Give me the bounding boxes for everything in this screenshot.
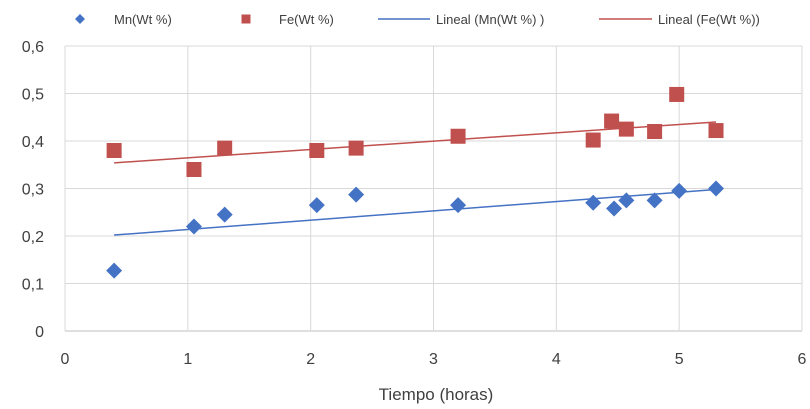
fe-point bbox=[217, 140, 233, 156]
legend-label: Lineal (Mn(Wt %) ) bbox=[436, 12, 544, 27]
y-tick-label: 0,2 bbox=[22, 229, 44, 246]
x-tick-label: 6 bbox=[798, 351, 807, 368]
fe-point bbox=[450, 128, 466, 144]
mn-point bbox=[450, 197, 467, 214]
gridlines bbox=[64, 45, 803, 332]
legend-label: Lineal (Fe(Wt %)) bbox=[658, 12, 760, 27]
mn-point bbox=[618, 192, 635, 209]
fe-point bbox=[186, 162, 202, 177]
x-tick-label: 3 bbox=[429, 351, 438, 368]
fe-point bbox=[604, 113, 620, 129]
fe-point bbox=[647, 124, 663, 139]
mn-point bbox=[646, 192, 663, 209]
y-tick-label: 0,1 bbox=[22, 277, 44, 294]
mn-point bbox=[106, 262, 123, 279]
y-tick-label: 0 bbox=[35, 324, 44, 341]
mn-point bbox=[216, 206, 233, 223]
data-points bbox=[106, 86, 725, 279]
legend-label: Mn(Wt %) bbox=[114, 12, 172, 27]
y-tick-label: 0,5 bbox=[22, 87, 44, 104]
x-axis-tick-labels: 0 1 2 3 4 5 6 bbox=[61, 351, 807, 368]
mn-point bbox=[308, 197, 325, 214]
y-tick-label: 0,4 bbox=[22, 134, 44, 151]
fe-point bbox=[106, 143, 122, 158]
x-tick-label: 5 bbox=[675, 351, 684, 368]
y-tick-label: 0,6 bbox=[22, 39, 44, 56]
mn-point bbox=[606, 200, 623, 217]
fe-point bbox=[618, 121, 634, 137]
x-tick-label: 1 bbox=[183, 351, 192, 368]
mn-point bbox=[708, 180, 725, 197]
legend-mn-marker bbox=[75, 14, 85, 24]
mn-point bbox=[671, 182, 688, 199]
fe-point bbox=[309, 143, 325, 158]
y-tick-label: 0,3 bbox=[22, 182, 44, 199]
fe-point bbox=[585, 132, 601, 148]
fe-point bbox=[669, 86, 685, 102]
x-axis-title: Tiempo (horas) bbox=[379, 385, 494, 404]
trendlines bbox=[114, 121, 717, 236]
mn-point bbox=[185, 218, 202, 235]
fe-point bbox=[708, 123, 724, 139]
x-tick-label: 0 bbox=[61, 351, 70, 368]
x-tick-label: 4 bbox=[552, 351, 561, 368]
legend-label: Fe(Wt %) bbox=[279, 12, 334, 27]
mn-point bbox=[348, 186, 365, 203]
x-tick-label: 2 bbox=[306, 351, 315, 368]
y-axis-tick-labels: 0 0,1 0,2 0,3 0,4 0,5 0,6 bbox=[22, 39, 44, 341]
trendline bbox=[114, 121, 717, 164]
fe-point bbox=[348, 140, 364, 156]
legend-fe-marker bbox=[241, 14, 251, 24]
mn-point bbox=[585, 194, 602, 211]
trendline bbox=[114, 188, 717, 236]
legend: Mn(Wt %) Fe(Wt %) Lineal (Mn(Wt %) ) Lineal… bbox=[75, 12, 760, 27]
